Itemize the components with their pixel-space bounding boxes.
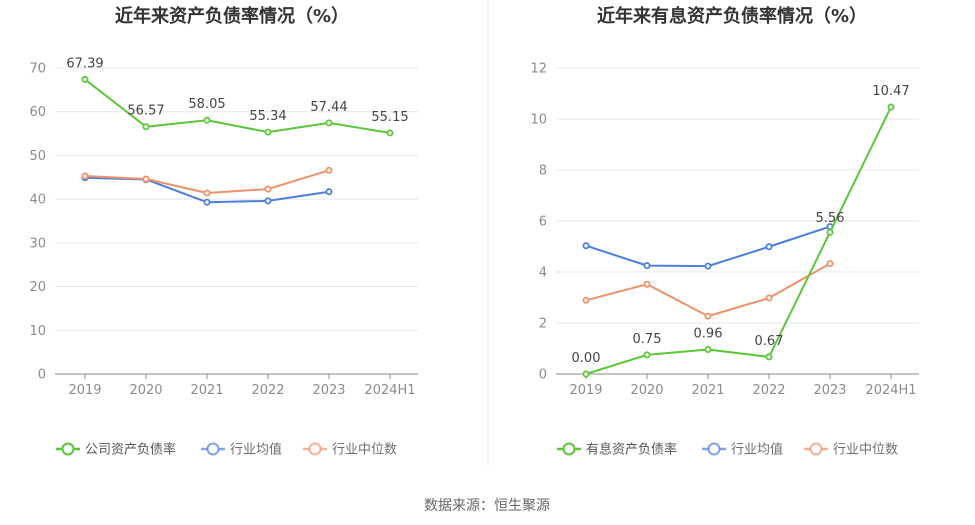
c2-xtick-label-3: 2022 — [752, 383, 785, 398]
c1-legend-2-label: 行业中位数 — [332, 443, 397, 458]
c2-legend-1-marker-icon — [707, 442, 721, 456]
c1-legend-0-label: 公司资产负债率 — [85, 442, 176, 458]
c1-series-2-point-1 — [142, 175, 150, 183]
c2-ytick-label-0: 0 — [539, 368, 547, 383]
c1-ytick-label-10: 10 — [29, 324, 46, 339]
c1-series-0-point-2 — [203, 116, 211, 124]
c1-series-0-data-label-1: 56.57 — [127, 104, 164, 119]
c1-xtick-label-2: 2021 — [190, 383, 223, 398]
source-label: 数据来源：恒生聚源 — [424, 498, 550, 514]
c1-series-0-data-label-5: 55.15 — [371, 110, 408, 125]
c1-series-1-point-2 — [203, 198, 211, 206]
c2-series-0-data-label-4: 5.56 — [816, 211, 845, 226]
c1-series-0-point-4 — [325, 119, 333, 127]
c2-ytick-label-4: 4 — [539, 266, 547, 281]
c1-series-2-point-2 — [203, 189, 211, 197]
c1-ytick-label-30: 30 — [29, 236, 46, 251]
c2-ytick-label-6: 6 — [539, 215, 547, 230]
c2-ytick-label-10: 10 — [530, 113, 547, 128]
c1-xtick-label-3: 2022 — [251, 383, 284, 398]
c2-series-1-point-2 — [704, 262, 712, 270]
c2-series-0-data-label-0: 0.00 — [572, 351, 601, 366]
c1-legend-1-marker-icon — [206, 442, 220, 456]
c1-series-0-data-label-2: 58.05 — [188, 97, 225, 112]
c2-title: 近年来有息资产负债率情况（%） — [597, 5, 867, 27]
c2-series-0-data-label-3: 0.67 — [755, 334, 784, 349]
c2-xtick-label-0: 2019 — [569, 383, 602, 398]
c1-series-0-point-3 — [264, 128, 272, 136]
c2-ytick-label-12: 12 — [530, 62, 547, 77]
c1-legend-0-marker-icon — [61, 442, 75, 456]
c2-series-1-point-1 — [643, 262, 651, 270]
c1-series-0-point-0 — [81, 75, 89, 83]
c2-series-0-data-label-1: 0.75 — [633, 332, 662, 347]
c1-ytick-label-60: 60 — [29, 105, 46, 120]
c2-xtick-label-2: 2021 — [691, 383, 724, 398]
c1-legend-1-label: 行业均值 — [230, 442, 282, 458]
c2-ytick-label-8: 8 — [539, 164, 547, 179]
c2-legend-2-label: 行业中位数 — [833, 443, 898, 458]
c2-series-0-point-4 — [826, 228, 834, 236]
c2-ytick-label-2: 2 — [539, 317, 547, 332]
c1-title: 近年来资产负债率情况（%） — [115, 5, 349, 27]
c2-series-2-point-0 — [582, 296, 590, 304]
c2-series-0-point-2 — [704, 346, 712, 354]
c1-series-0-point-5 — [386, 129, 394, 137]
c1-series-2-point-4 — [325, 166, 333, 174]
c2-xtick-label-5: 2024H1 — [865, 383, 916, 398]
c2-series-0-data-label-2: 0.96 — [694, 327, 723, 342]
c1-xtick-label-1: 2020 — [129, 383, 162, 398]
c1-ytick-label-70: 70 — [29, 62, 46, 77]
c2-series-2-point-2 — [704, 312, 712, 320]
c2-series-1-point-3 — [765, 243, 773, 251]
c1-series-2-point-0 — [81, 172, 89, 180]
c1-series-0-data-label-0: 67.39 — [66, 56, 103, 71]
c2-series-0-point-5 — [887, 103, 895, 111]
c1-ytick-label-20: 20 — [29, 280, 46, 295]
c1-series-0-data-label-3: 55.34 — [249, 109, 286, 124]
c2-series-0-line — [585, 106, 892, 375]
c1-xtick-label-5: 2024H1 — [364, 383, 415, 398]
c2-legend-0-marker-icon — [562, 442, 576, 456]
c2-legend-1-label: 行业均值 — [731, 442, 783, 458]
c1-series-0-line — [84, 78, 391, 134]
c2-xtick-label-1: 2020 — [630, 383, 663, 398]
c2-legend-2-marker-icon — [809, 442, 823, 456]
c2-legend-0-label: 有息资产负债率 — [586, 442, 677, 458]
c2-series-0-point-1 — [643, 351, 651, 359]
c1-ytick-label-0: 0 — [38, 368, 46, 383]
c1-series-0-point-1 — [142, 123, 150, 131]
c2-series-2-point-4 — [826, 260, 834, 268]
c1-xtick-label-0: 2019 — [68, 383, 101, 398]
c2-series-0-point-3 — [765, 353, 773, 361]
c2-series-2-point-3 — [765, 294, 773, 302]
c2-series-0-point-0 — [582, 370, 590, 378]
c2-series-1-line — [585, 225, 831, 268]
c2-series-2-point-1 — [643, 280, 651, 288]
c1-legend-2-marker-icon — [308, 442, 322, 456]
c2-series-1-point-0 — [582, 242, 590, 250]
c1-ytick-label-40: 40 — [29, 193, 46, 208]
c2-series-0-data-label-5: 10.47 — [872, 84, 909, 99]
c1-series-0-data-label-4: 57.44 — [310, 100, 347, 115]
c2-xtick-label-4: 2023 — [813, 383, 846, 398]
c1-series-2-point-3 — [264, 185, 272, 193]
c1-series-1-point-3 — [264, 197, 272, 205]
c1-ytick-label-50: 50 — [29, 149, 46, 164]
c1-xtick-label-4: 2023 — [312, 383, 345, 398]
c1-series-1-point-4 — [325, 188, 333, 196]
